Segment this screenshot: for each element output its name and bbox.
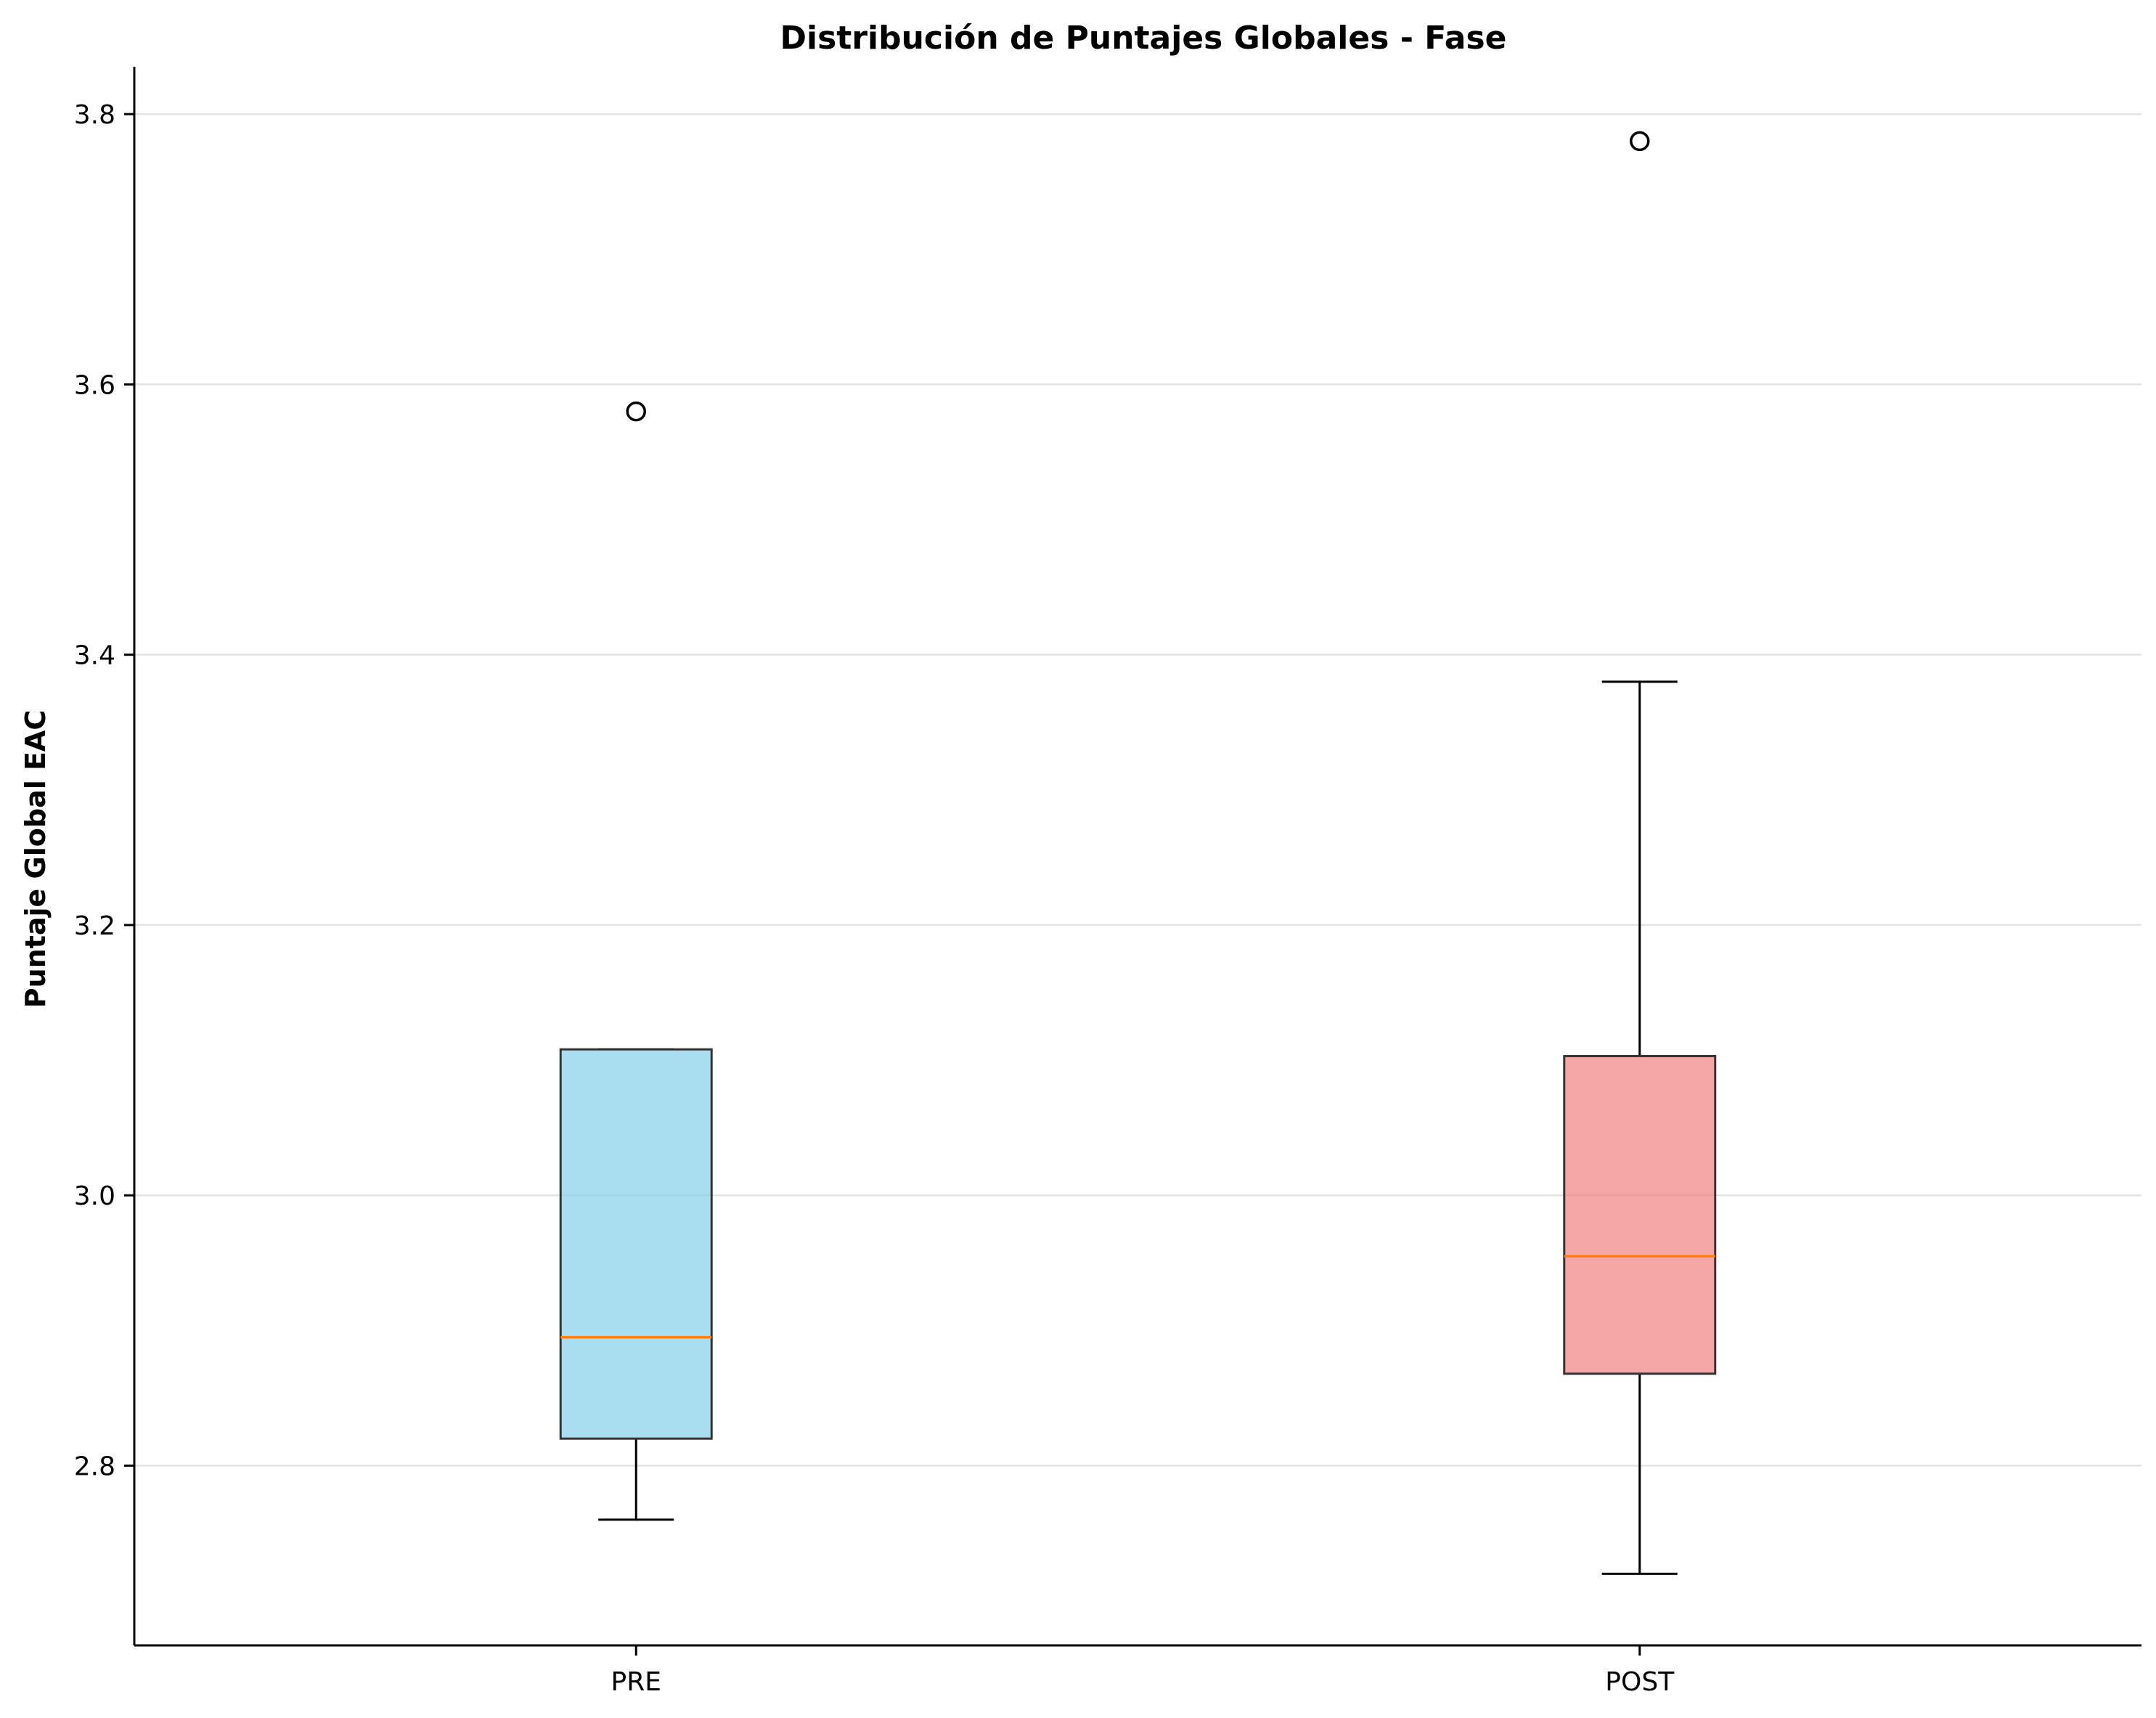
gridlines <box>134 113 2141 1467</box>
y-tick-label: 3.8 <box>74 100 115 130</box>
y-tick-label: 2.8 <box>74 1452 115 1481</box>
outlier-point <box>1630 131 1650 152</box>
box-iqr <box>1563 1054 1717 1375</box>
y-tick-label: 3.0 <box>74 1181 115 1211</box>
y-tick-label: 3.2 <box>74 911 115 941</box>
box-pre <box>559 401 713 1521</box>
axes: 2.8 3.0 3.2 3.4 3.6 3.8 PRE POST <box>74 67 2141 1697</box>
y-tick-label: 3.6 <box>74 370 115 400</box>
outlier-point <box>626 401 646 422</box>
y-tick-label: 3.4 <box>74 641 115 671</box>
y-axis-label: Puntaje Global EAC <box>20 710 52 1008</box>
chart-title: Distribución de Puntajes Globales - Fase <box>780 20 1507 57</box>
x-tick-label: PRE <box>611 1667 661 1697</box>
box-series <box>559 131 1717 1575</box>
box-post <box>1563 131 1717 1575</box>
x-tick-label: POST <box>1605 1667 1675 1697</box>
box-iqr <box>559 1048 713 1440</box>
